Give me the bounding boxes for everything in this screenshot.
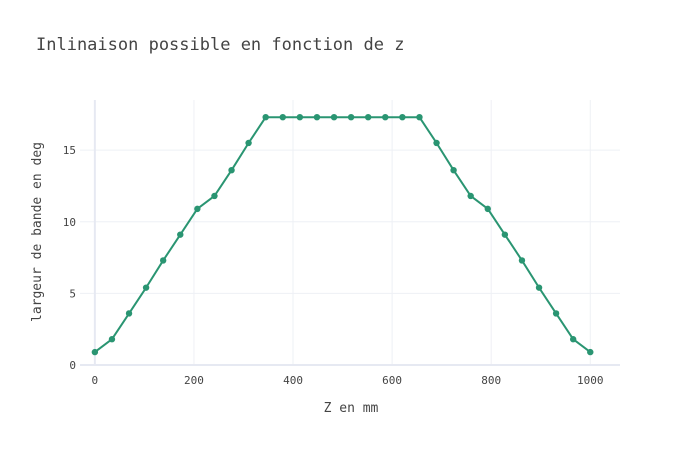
x-axis-ticks: 0 200 400 600 800 1000	[92, 374, 604, 387]
data-point	[484, 205, 491, 213]
chart-title: Inlinaison possible en fonction de z	[36, 35, 404, 55]
data-point	[313, 113, 321, 121]
x-tick-label: 1000	[577, 374, 604, 387]
y-tick-label: 10	[63, 216, 76, 229]
y-tick-label: 15	[63, 144, 76, 157]
data-point	[279, 113, 286, 121]
data-point	[587, 348, 594, 356]
data-point	[125, 310, 133, 317]
data-point	[364, 113, 372, 121]
data-point	[382, 113, 389, 121]
data-point	[330, 113, 338, 121]
data-point	[228, 166, 235, 174]
x-tick-label: 400	[283, 374, 303, 387]
x-axis-title: Z en mm	[324, 401, 379, 416]
y-axis-ticks: 0 5 10 15	[63, 144, 76, 372]
data-point	[518, 257, 526, 264]
x-tick-label: 0	[92, 374, 99, 387]
data-point	[91, 348, 99, 356]
grid	[80, 100, 620, 365]
x-tick-label: 800	[481, 374, 501, 387]
series-line	[94, 116, 591, 353]
data-point	[347, 113, 355, 121]
y-tick-label: 5	[69, 287, 76, 300]
data-point	[159, 257, 167, 264]
data-point	[211, 192, 218, 200]
x-tick-label: 600	[382, 374, 402, 387]
data-point	[450, 166, 457, 174]
data-point	[108, 336, 116, 343]
y-tick-label: 0	[69, 359, 76, 372]
data-point	[416, 113, 423, 121]
data-point	[142, 284, 150, 291]
zero-lines	[80, 100, 620, 366]
data-point	[467, 192, 474, 200]
data-point	[501, 231, 509, 238]
data-point	[552, 310, 560, 317]
y-axis-title: largeur de bande en deg	[30, 142, 45, 322]
data-point	[177, 231, 184, 238]
data-point	[296, 113, 304, 121]
data-point	[399, 113, 406, 121]
series	[91, 113, 594, 356]
data-point	[245, 139, 252, 147]
data-point	[535, 284, 543, 291]
data-point	[194, 205, 201, 213]
data-point	[262, 113, 269, 121]
data-point	[569, 336, 577, 343]
data-point	[433, 139, 440, 147]
x-tick-label: 200	[184, 374, 204, 387]
